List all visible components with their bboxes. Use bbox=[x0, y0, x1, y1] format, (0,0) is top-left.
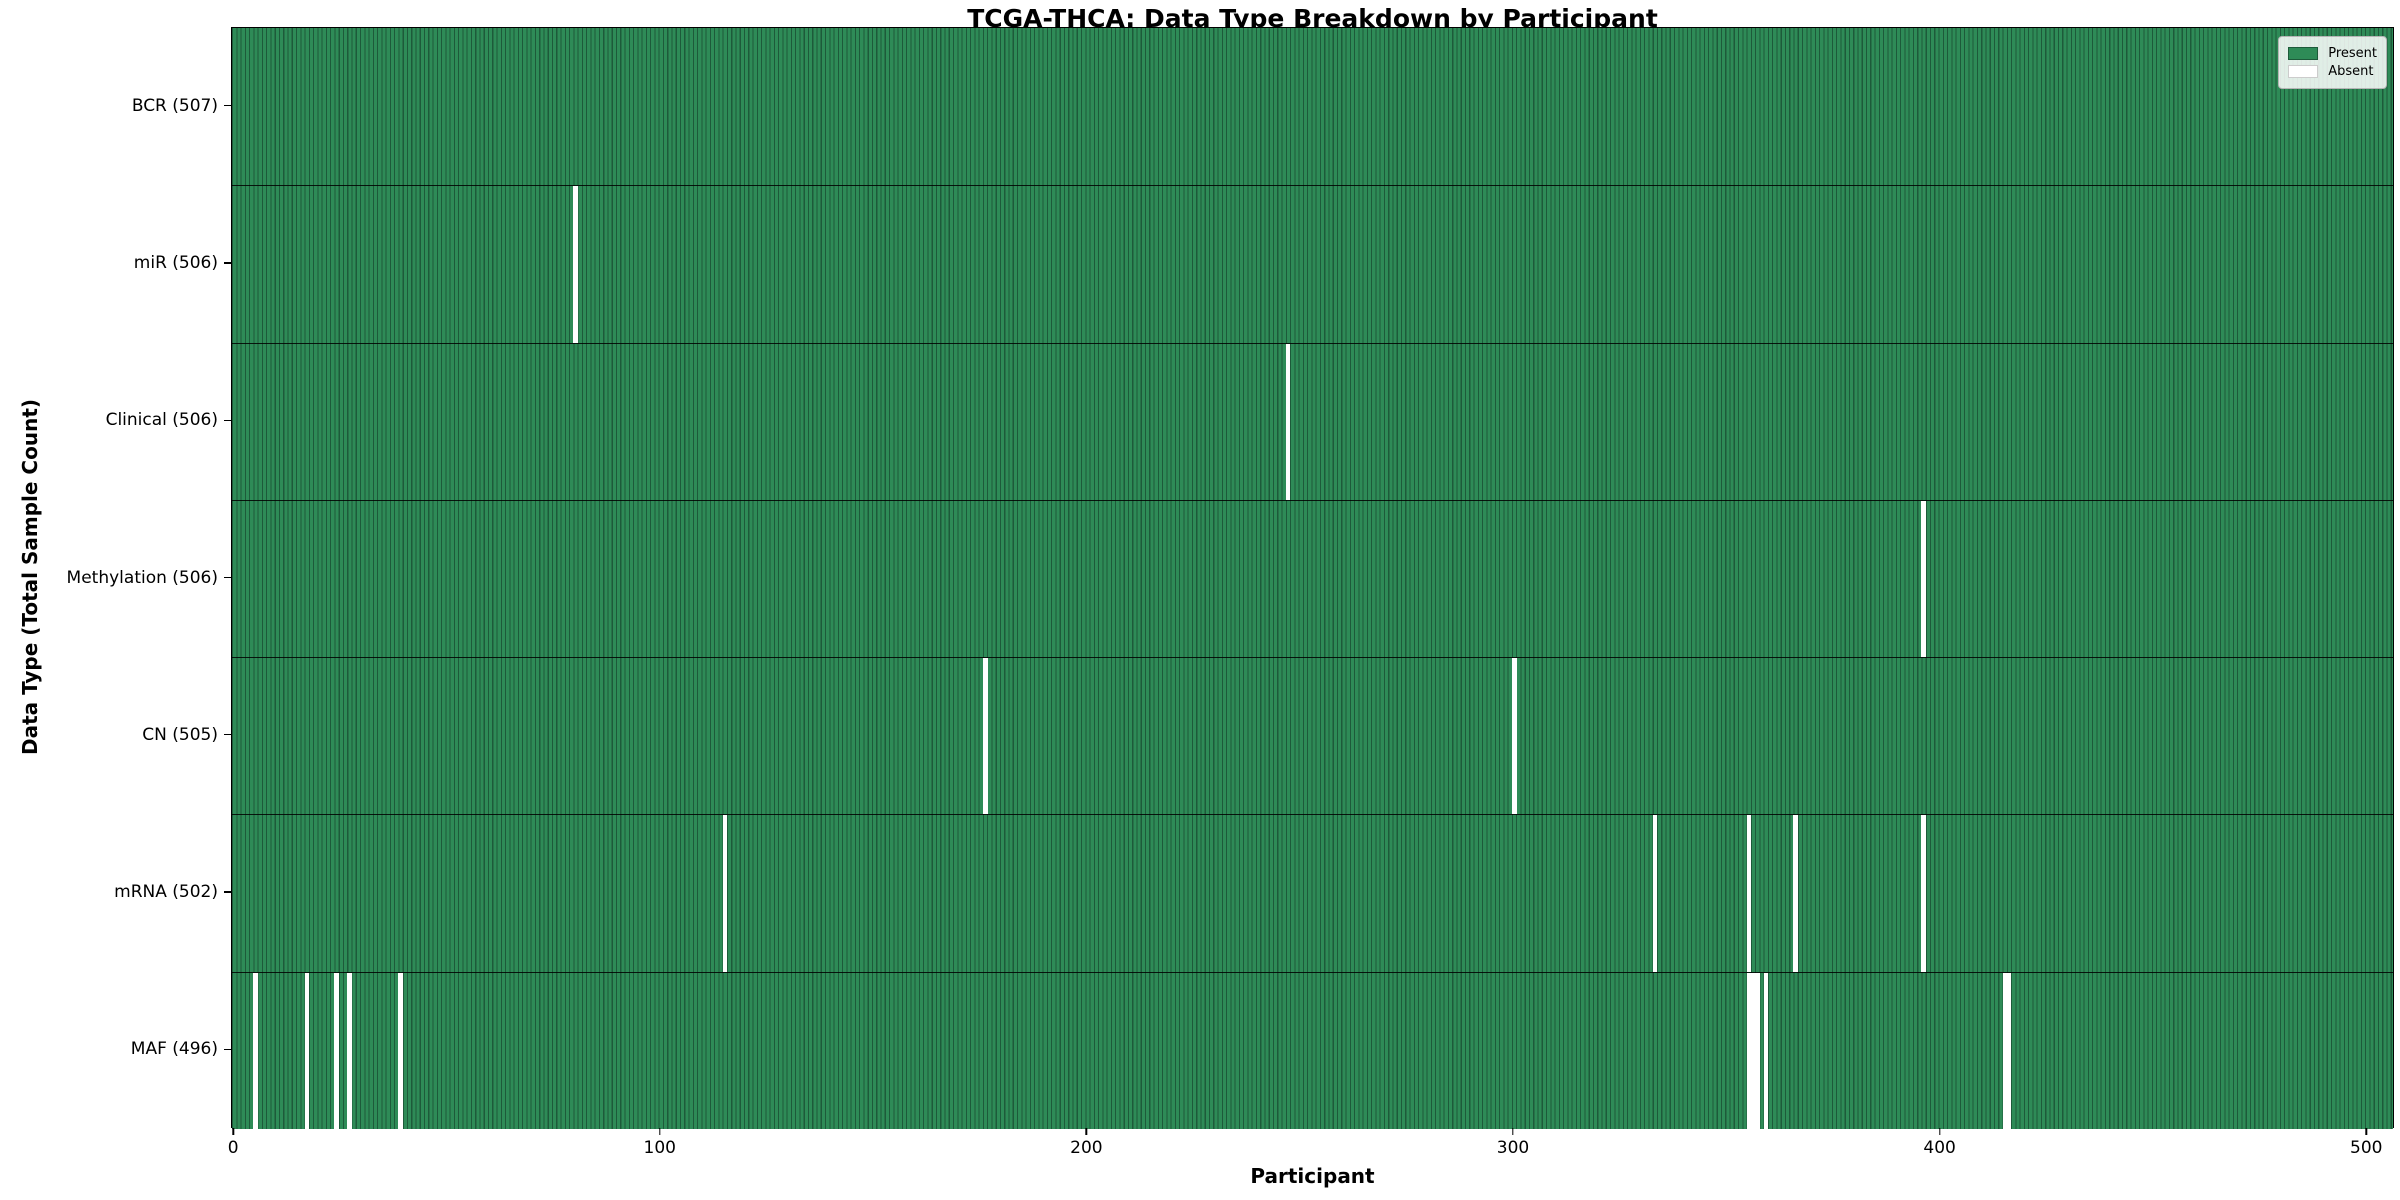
legend-swatch-absent bbox=[2288, 65, 2319, 78]
absent-bar bbox=[1921, 815, 1927, 972]
absent-bar bbox=[1755, 972, 1760, 1129]
absent-bar bbox=[2006, 972, 2012, 1129]
absent-bar bbox=[253, 972, 258, 1129]
y-tick-mark bbox=[224, 419, 231, 421]
legend-entry: Present bbox=[2288, 46, 2377, 61]
x-tick-label: 500 bbox=[2350, 1138, 2383, 1158]
y-tick-mark bbox=[224, 734, 231, 736]
absent-bar bbox=[334, 972, 340, 1129]
x-tick-mark bbox=[1938, 1128, 1941, 1135]
x-axis-label: Participant bbox=[1250, 1164, 1375, 1188]
x-tick-label: 300 bbox=[1496, 1138, 1530, 1158]
legend-label: Absent bbox=[2328, 64, 2374, 79]
y-tick-label: CN (505) bbox=[142, 724, 218, 745]
x-tick-label: 100 bbox=[643, 1138, 676, 1158]
x-tick-mark bbox=[2365, 1128, 2367, 1135]
legend-label: Present bbox=[2328, 46, 2377, 61]
y-tick-label: miR (506) bbox=[133, 252, 218, 273]
presence-row bbox=[232, 499, 2393, 658]
absent-bar bbox=[398, 972, 404, 1129]
x-tick-mark bbox=[1512, 1128, 1514, 1135]
x-axis: 0 100 200 300 400 500 bbox=[227, 1128, 2394, 1168]
presence-row bbox=[232, 342, 2393, 500]
y-axis: BCR (507) miR (506) Clinical (506) Methylat… bbox=[0, 27, 231, 1128]
presence-row bbox=[232, 814, 2393, 972]
y-tick-mark bbox=[224, 1048, 231, 1051]
absent-bar bbox=[722, 815, 728, 972]
absent-bar bbox=[1285, 343, 1291, 500]
presence-row bbox=[232, 28, 2393, 186]
presence-row bbox=[232, 185, 2393, 343]
legend: Present Absent bbox=[2278, 36, 2387, 89]
absent-bar bbox=[1750, 972, 1756, 1129]
legend-swatch-present bbox=[2288, 47, 2319, 60]
x-tick-label: 0 bbox=[227, 1138, 239, 1158]
y-tick-label: BCR (507) bbox=[131, 95, 218, 116]
absent-bar bbox=[1746, 815, 1752, 972]
plot-area: Present Absent bbox=[231, 27, 2394, 1129]
x-tick-label: 200 bbox=[1070, 1138, 1103, 1158]
absent-bar bbox=[1763, 972, 1769, 1129]
presence-row bbox=[232, 657, 2393, 815]
x-tick-mark bbox=[232, 1128, 234, 1135]
legend-entry: Absent bbox=[2288, 64, 2377, 79]
absent-bar bbox=[347, 972, 352, 1129]
absent-bar bbox=[1921, 500, 1927, 658]
y-tick-label: Clinical (506) bbox=[105, 410, 218, 431]
y-tick-label: mRNA (502) bbox=[114, 882, 218, 903]
absent-bar bbox=[982, 658, 988, 815]
absent-bar bbox=[573, 186, 578, 343]
x-tick-label: 400 bbox=[1923, 1138, 1956, 1158]
y-tick-label: Methylation (506) bbox=[66, 567, 218, 588]
absent-bar bbox=[1746, 972, 1752, 1129]
absent-bar bbox=[1652, 815, 1658, 972]
x-tick-mark bbox=[659, 1128, 661, 1135]
y-tick-mark bbox=[224, 262, 231, 264]
y-tick-mark bbox=[224, 104, 231, 107]
y-tick-label: MAF (496) bbox=[130, 1039, 218, 1060]
y-tick-mark bbox=[224, 576, 231, 579]
presence-row bbox=[232, 971, 2393, 1129]
y-tick-mark bbox=[224, 891, 231, 893]
absent-bar bbox=[2002, 972, 2008, 1129]
absent-bar bbox=[304, 972, 310, 1129]
absent-bar bbox=[1511, 658, 1517, 815]
absent-bar bbox=[1793, 815, 1799, 972]
x-tick-mark bbox=[1085, 1128, 1088, 1135]
